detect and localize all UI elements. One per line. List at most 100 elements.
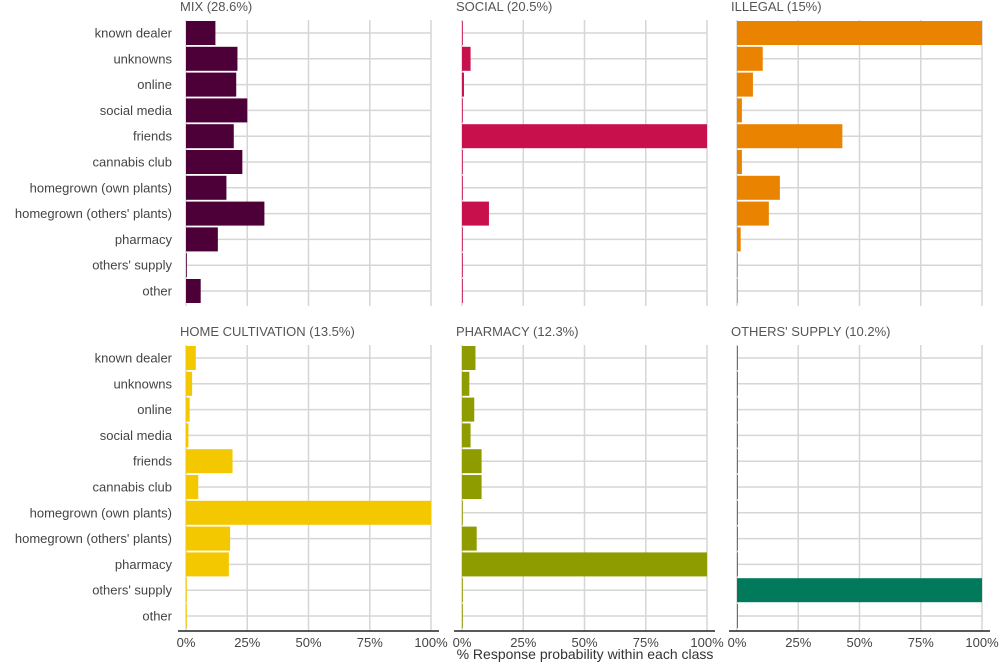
bar: [462, 371, 470, 396]
bar: [462, 397, 475, 422]
bar: [462, 423, 471, 448]
bar: [186, 371, 193, 396]
bar: [186, 423, 189, 448]
bar: [186, 475, 199, 499]
y-tick-label: known dealer: [95, 351, 173, 366]
y-tick-label: friends: [133, 129, 173, 144]
y-tick-label: other: [142, 609, 172, 624]
x-tick-label: 50%: [571, 635, 597, 650]
x-tick-label: 100%: [414, 635, 448, 650]
y-tick-label: cannabis club: [93, 480, 173, 495]
bar: [737, 423, 738, 448]
y-tick-label: online: [137, 77, 172, 92]
bar: [186, 578, 187, 603]
bar: [186, 21, 216, 45]
bar: [737, 72, 753, 97]
x-tick-label: 0%: [728, 635, 747, 650]
bar: [737, 253, 738, 278]
x-tick-label: 75%: [908, 635, 934, 650]
y-tick-label: homegrown (own plants): [30, 505, 172, 520]
bar: [186, 46, 238, 71]
bar: [462, 449, 482, 474]
bar: [737, 346, 738, 370]
bar: [186, 98, 248, 123]
bar: [737, 449, 738, 474]
y-tick-label: pharmacy: [115, 557, 173, 572]
x-tick-label: 0%: [177, 635, 196, 650]
panel-title: PHARMACY (12.3%): [456, 324, 579, 339]
bar: [186, 397, 190, 422]
bar: [462, 526, 477, 551]
y-tick-label: known dealer: [95, 26, 173, 41]
y-tick-label: homegrown (others' plants): [15, 531, 172, 546]
bar: [186, 604, 187, 628]
bar: [186, 72, 237, 97]
bar: [737, 124, 843, 149]
bar: [186, 124, 234, 149]
y-tick-label: others' supply: [92, 583, 172, 598]
bar: [737, 227, 741, 252]
x-tick-label: 25%: [785, 635, 811, 650]
x-tick-label: 100%: [965, 635, 999, 650]
bar: [186, 526, 231, 551]
bar: [737, 500, 738, 525]
bar: [737, 604, 738, 628]
bar: [737, 578, 982, 603]
bar: [462, 253, 463, 278]
bar: [462, 279, 463, 303]
bar: [462, 578, 463, 603]
x-tick-label: 75%: [357, 635, 383, 650]
bar: [737, 46, 763, 71]
y-tick-label: cannabis club: [93, 155, 173, 170]
panel-title: OTHERS' SUPPLY (10.2%): [731, 324, 891, 339]
bar: [462, 150, 463, 174]
bar: [737, 150, 742, 174]
bar: [186, 552, 229, 577]
bar: [186, 279, 201, 303]
x-tick-label: 0%: [453, 635, 472, 650]
x-tick-label: 25%: [234, 635, 260, 650]
y-tick-label: homegrown (own plants): [30, 180, 172, 195]
y-tick-label: friends: [133, 454, 173, 469]
panel-title: MIX (28.6%): [180, 0, 252, 14]
bar: [186, 150, 243, 174]
panel-title: ILLEGAL (15%): [731, 0, 822, 14]
bar: [186, 175, 227, 200]
y-tick-label: unknowns: [113, 51, 172, 66]
bar: [462, 201, 489, 226]
bar: [462, 21, 463, 45]
bar: [737, 397, 738, 422]
y-tick-label: other: [142, 284, 172, 299]
bar: [462, 604, 463, 628]
bar: [462, 72, 464, 97]
bar: [186, 253, 187, 278]
x-tick-label: 100%: [690, 635, 724, 650]
x-tick-label: 50%: [846, 635, 872, 650]
bar: [462, 227, 463, 252]
bar: [186, 201, 265, 226]
bar: [462, 500, 463, 525]
bar: [737, 371, 738, 396]
bar: [462, 98, 463, 123]
bar: [462, 175, 463, 200]
bar: [737, 98, 742, 123]
bar: [737, 526, 738, 551]
y-tick-label: social media: [100, 103, 173, 118]
bar: [737, 279, 738, 303]
bar: [462, 346, 476, 370]
y-tick-label: online: [137, 402, 172, 417]
y-tick-label: social media: [100, 428, 173, 443]
bar: [737, 475, 738, 499]
x-tick-label: 25%: [510, 635, 536, 650]
bar: [737, 552, 738, 577]
x-axis-title: % Response probability within each class: [457, 646, 714, 662]
y-tick-label: unknowns: [113, 376, 172, 391]
bar: [737, 21, 982, 45]
bar: [737, 201, 769, 226]
bar: [462, 475, 482, 499]
x-tick-label: 75%: [633, 635, 659, 650]
bar: [186, 346, 196, 370]
bar: [186, 449, 233, 474]
bar: [462, 46, 471, 71]
